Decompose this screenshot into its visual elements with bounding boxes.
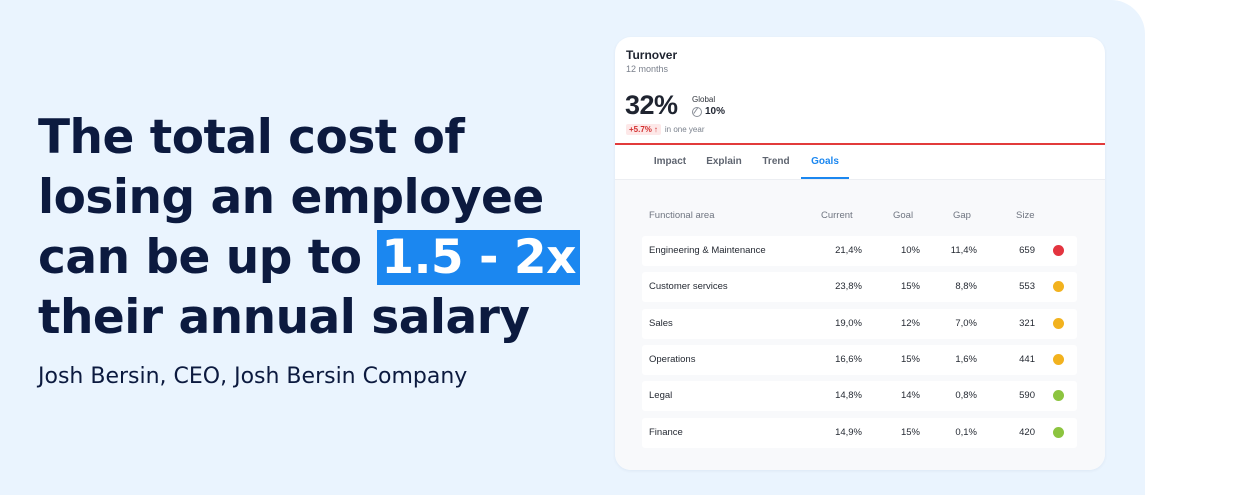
arrow-up-icon: ↑ <box>653 124 658 134</box>
header-functional-area: Functional area <box>649 210 715 221</box>
header-goal: Goal <box>893 210 914 221</box>
card-subtitle: 12 months <box>626 64 669 74</box>
cell-goal: 15% <box>900 426 920 438</box>
globe-icon <box>692 106 702 117</box>
cell-size: 659 <box>1019 245 1035 256</box>
cell-current: 14,9% <box>835 426 862 438</box>
cell-gap: 1,6% <box>955 353 977 365</box>
cell-goal: 14% <box>900 390 920 402</box>
headline-line-1: The total cost of <box>38 110 465 165</box>
quote-author: Josh Bersin, CEO, Josh Bersin Company <box>38 364 468 389</box>
cell-goal: 15% <box>900 353 920 365</box>
card-header: Turnover 12 months 32% Global 10% +5.7% … <box>615 37 1105 145</box>
tab-bar: Impact Explain Trend Goals <box>615 145 1105 180</box>
turnover-card: Turnover 12 months 32% Global 10% +5.7% … <box>615 37 1105 470</box>
cell-gap: 0,8% <box>955 390 977 402</box>
headline: The total cost of losing an employee can… <box>38 108 598 348</box>
tab-explain[interactable]: Explain <box>706 156 742 167</box>
goals-table: Functional area Current Goal Gap Size En… <box>615 180 1105 470</box>
card-title: Turnover <box>626 48 678 62</box>
cell-size: 553 <box>1019 281 1035 293</box>
cell-gap: 7,0% <box>955 317 977 329</box>
status-dot <box>1053 281 1064 293</box>
status-dot <box>1053 317 1064 329</box>
cell-goal: 15% <box>900 281 920 293</box>
cell-goal: 10% <box>900 245 920 256</box>
cell-current: 23,8% <box>835 281 862 293</box>
change-text: in one year <box>664 125 705 134</box>
global-value: 10% <box>705 106 726 117</box>
change-badge-value: +5.7% <box>629 125 652 134</box>
change-row: +5.7% ↑ in one year <box>626 124 705 135</box>
cell-current: 19,0% <box>835 317 862 329</box>
cell-area: Customer services <box>649 281 728 293</box>
tab-goals[interactable]: Goals <box>801 145 849 179</box>
turnover-value: 32% <box>625 90 678 120</box>
cell-current: 14,8% <box>835 390 862 402</box>
cell-size: 590 <box>1019 390 1035 402</box>
cell-size: 420 <box>1019 426 1035 438</box>
table-row[interactable]: Sales 19,0% 12% 7,0% 321 <box>642 308 1077 339</box>
headline-line-4: their annual salary <box>38 290 530 345</box>
status-dot <box>1053 390 1064 402</box>
status-dot <box>1053 245 1064 256</box>
cell-gap: 8,8% <box>955 281 977 293</box>
cell-goal: 12% <box>900 317 920 329</box>
cell-gap: 11,4% <box>950 245 977 256</box>
cell-gap: 0,1% <box>955 426 977 438</box>
cell-current: 21,4% <box>835 245 862 256</box>
status-dot <box>1053 426 1064 438</box>
cell-size: 441 <box>1019 353 1035 365</box>
accent-divider <box>615 143 1105 145</box>
table-row[interactable]: Legal 14,8% 14% 0,8% 590 <box>642 381 1077 412</box>
cell-area: Finance <box>649 426 683 438</box>
global-row: 10% <box>692 106 725 117</box>
cell-area: Sales <box>649 317 673 329</box>
tab-trend[interactable]: Trend <box>762 156 790 167</box>
table-row[interactable]: Customer services 23,8% 15% 8,8% 553 <box>642 272 1077 303</box>
header-gap: Gap <box>953 210 971 221</box>
header-current: Current <box>821 210 853 221</box>
cell-area: Engineering & Maintenance <box>649 245 766 256</box>
cell-size: 321 <box>1019 317 1035 329</box>
table-row[interactable]: Finance 14,9% 15% 0,1% 420 <box>642 417 1077 448</box>
header-size: Size <box>1016 210 1035 221</box>
table-row[interactable]: Operations 16,6% 15% 1,6% 441 <box>642 344 1077 375</box>
cell-area: Operations <box>649 353 696 365</box>
headline-line-3-text: can be up to <box>38 230 378 285</box>
headline-highlight: 1.5 - 2x <box>377 230 580 285</box>
headline-line-3: can be up to 1.5 - 2x <box>38 228 598 288</box>
global-label: Global <box>692 95 716 104</box>
cell-current: 16,6% <box>835 353 862 365</box>
tab-impact[interactable]: Impact <box>653 156 687 167</box>
table-row[interactable]: Engineering & Maintenance 21,4% 10% 11,4% 65… <box>642 236 1077 266</box>
status-dot <box>1053 353 1064 365</box>
headline-line-2: losing an employee <box>38 170 544 225</box>
cell-area: Legal <box>649 390 673 402</box>
change-badge: +5.7% ↑ <box>626 124 661 135</box>
